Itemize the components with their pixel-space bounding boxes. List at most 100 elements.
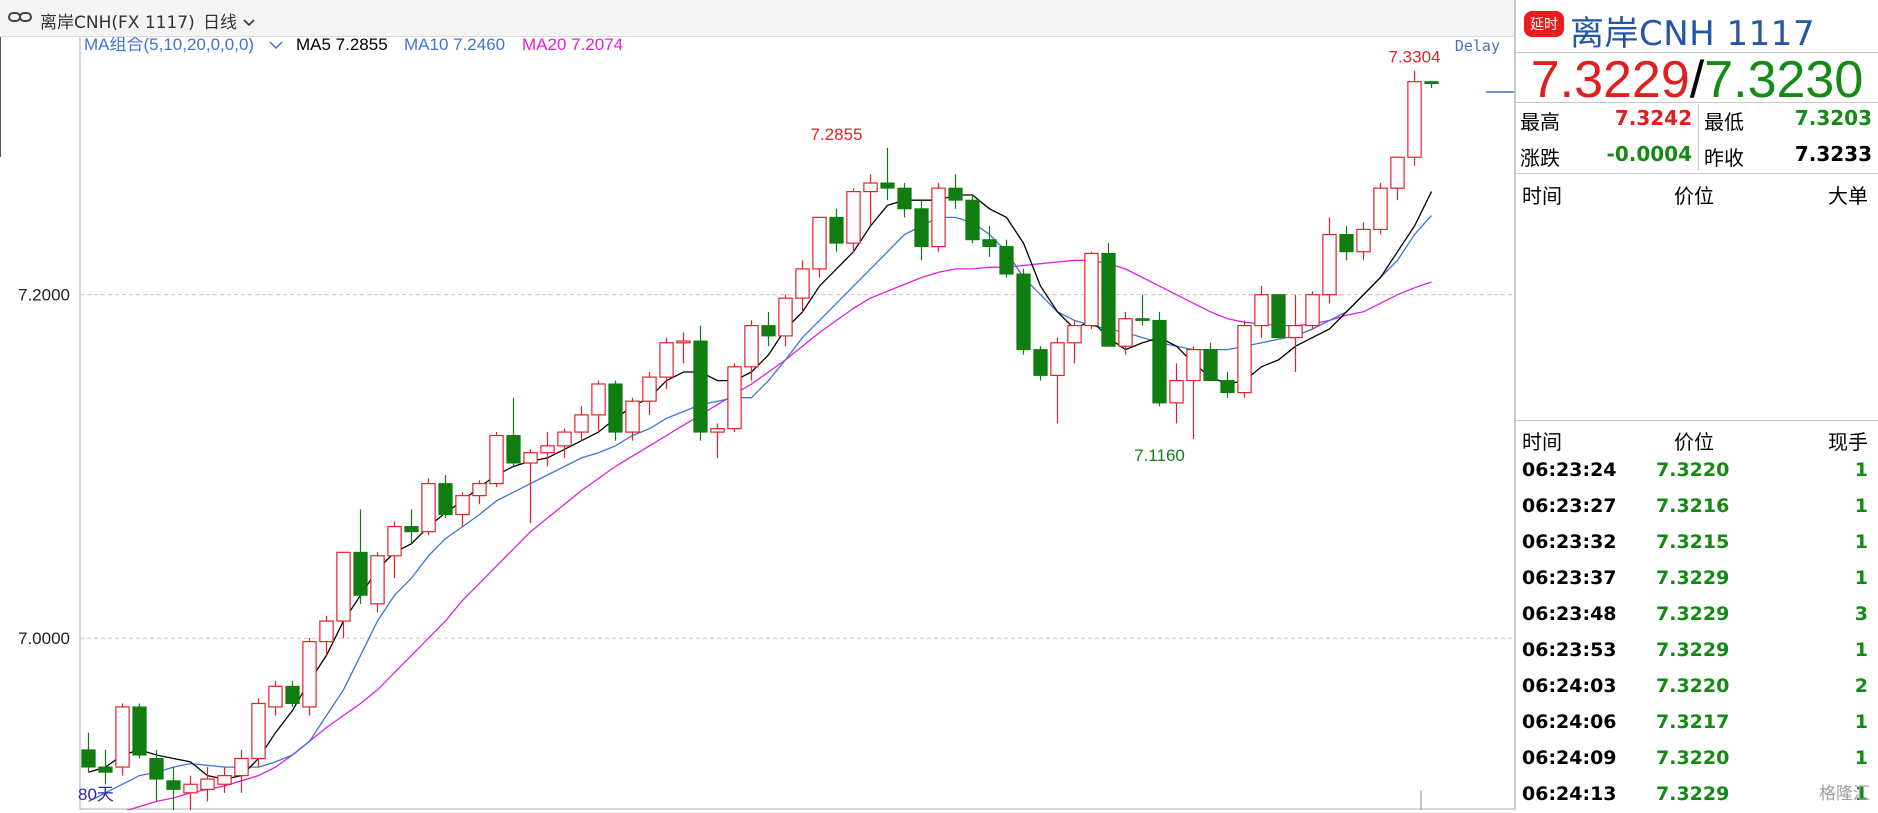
candle — [455, 492, 470, 527]
extreme-label: 7.3304 — [1389, 48, 1441, 67]
quote-header: 延时 离岸CNH 1117 — [1516, 0, 1878, 54]
candle — [931, 183, 946, 252]
tick-price: 7.3220 — [1656, 675, 1730, 697]
tick-volume: 1 — [1854, 711, 1868, 733]
ticks-time-header: 时间 — [1522, 430, 1562, 454]
candle — [1050, 337, 1065, 424]
candle — [642, 371, 657, 415]
low-value: 7.3203 — [1794, 106, 1872, 130]
candle — [387, 521, 402, 579]
candle — [523, 449, 538, 524]
ma20-line — [125, 259, 1432, 810]
candle — [1203, 342, 1218, 382]
days-label: 80天 — [78, 785, 114, 804]
candle — [1016, 268, 1031, 355]
candle — [540, 432, 555, 467]
candle — [336, 551, 351, 639]
divider — [1516, 102, 1878, 103]
bid-ask-display: 7.3229/7.3230 — [1516, 52, 1878, 108]
candle — [1424, 81, 1439, 89]
tick-volume: 1 — [1854, 531, 1868, 553]
tick-volume: 1 — [1854, 639, 1868, 661]
candle — [846, 188, 861, 252]
quote-panel: 延时 离岸CNH 1117 7.3229/7.3230 最高 7.3242 最低… — [1514, 0, 1878, 810]
ma-group-label[interactable]: MA组合(5,10,20,0,0,0) — [84, 37, 254, 54]
candle — [217, 767, 232, 793]
candle — [268, 681, 283, 716]
candle — [404, 509, 419, 544]
candle — [727, 363, 742, 433]
low-label: 最低 — [1704, 110, 1744, 134]
candle — [1067, 320, 1082, 364]
tick-row: 06:23:53 7.3229 1 — [1516, 633, 1878, 669]
tick-price: 7.3215 — [1656, 531, 1730, 553]
tick-row: 06:24:03 7.3220 2 — [1516, 669, 1878, 705]
candle — [1033, 346, 1048, 381]
candle — [1339, 225, 1354, 261]
candle — [608, 380, 623, 441]
tick-price: 7.3216 — [1656, 495, 1730, 517]
candle — [693, 325, 708, 441]
ticks-vol-header: 现手 — [1828, 430, 1868, 454]
link-icon[interactable] — [8, 9, 32, 30]
tick-time: 06:23:53 — [1522, 639, 1617, 661]
candle — [285, 681, 300, 707]
tick-row: 06:24:06 7.3217 1 — [1516, 705, 1878, 741]
candle — [863, 174, 878, 226]
candle — [98, 749, 113, 785]
brand-logo: 格隆汇 — [1819, 784, 1870, 804]
y-tick-label: 7.2000 — [18, 286, 70, 305]
candle — [1135, 294, 1150, 326]
candle — [1373, 183, 1388, 235]
candle — [812, 216, 827, 278]
tick-volume: 1 — [1854, 747, 1868, 769]
high-label: 最高 — [1520, 110, 1560, 134]
candle — [795, 260, 810, 312]
candle — [591, 380, 606, 433]
quote-title: 离岸CNH 1117 — [1570, 14, 1816, 54]
change-value: -0.0004 — [1606, 142, 1692, 166]
big-orders-header: 时间 价位 大单 — [1516, 178, 1878, 208]
tick-row: 06:23:48 7.3229 3 — [1516, 597, 1878, 633]
candle — [982, 225, 997, 257]
candle — [81, 732, 96, 773]
tick-volume: 3 — [1854, 603, 1868, 625]
tick-price: 7.3229 — [1656, 639, 1730, 661]
candle — [965, 195, 980, 244]
candle — [948, 174, 963, 209]
divider — [1516, 52, 1878, 53]
tick-time: 06:24:13 — [1522, 783, 1617, 805]
candle — [489, 432, 504, 488]
prev-close-label: 昨收 — [1704, 146, 1744, 170]
big-orders-time-header: 时间 — [1522, 184, 1562, 208]
candle — [999, 239, 1014, 278]
tick-time: 06:23:27 — [1522, 495, 1617, 517]
chevron-down-icon — [243, 19, 255, 27]
ma-group-chevron-icon[interactable] — [269, 41, 283, 50]
tick-row: 06:24:09 7.3220 1 — [1516, 741, 1878, 777]
tick-row: 06:24:13 7.3229 1 — [1516, 777, 1878, 813]
candle — [1407, 70, 1422, 166]
divider — [1516, 420, 1878, 421]
tick-volume: 1 — [1854, 495, 1868, 517]
candle — [1322, 217, 1337, 304]
ticks-header: 时间 价位 现手 — [1516, 424, 1878, 454]
candle — [166, 767, 181, 810]
candle — [1390, 156, 1405, 201]
ticks-price-header: 价位 — [1674, 430, 1714, 454]
chart-toolbar: 离岸CNH(FX 1117) 日线 — [0, 0, 1514, 37]
candle — [744, 320, 759, 381]
candle — [625, 397, 640, 441]
tick-time: 06:23:24 — [1522, 459, 1617, 481]
candle — [1237, 320, 1252, 398]
period-selector[interactable]: 日线 — [203, 8, 256, 33]
candle — [897, 183, 912, 218]
candle — [506, 397, 521, 467]
candle — [132, 703, 147, 759]
candle — [829, 208, 844, 252]
candle — [880, 147, 895, 201]
divider — [1516, 173, 1878, 174]
bid-price: 7.3229 — [1530, 51, 1690, 109]
